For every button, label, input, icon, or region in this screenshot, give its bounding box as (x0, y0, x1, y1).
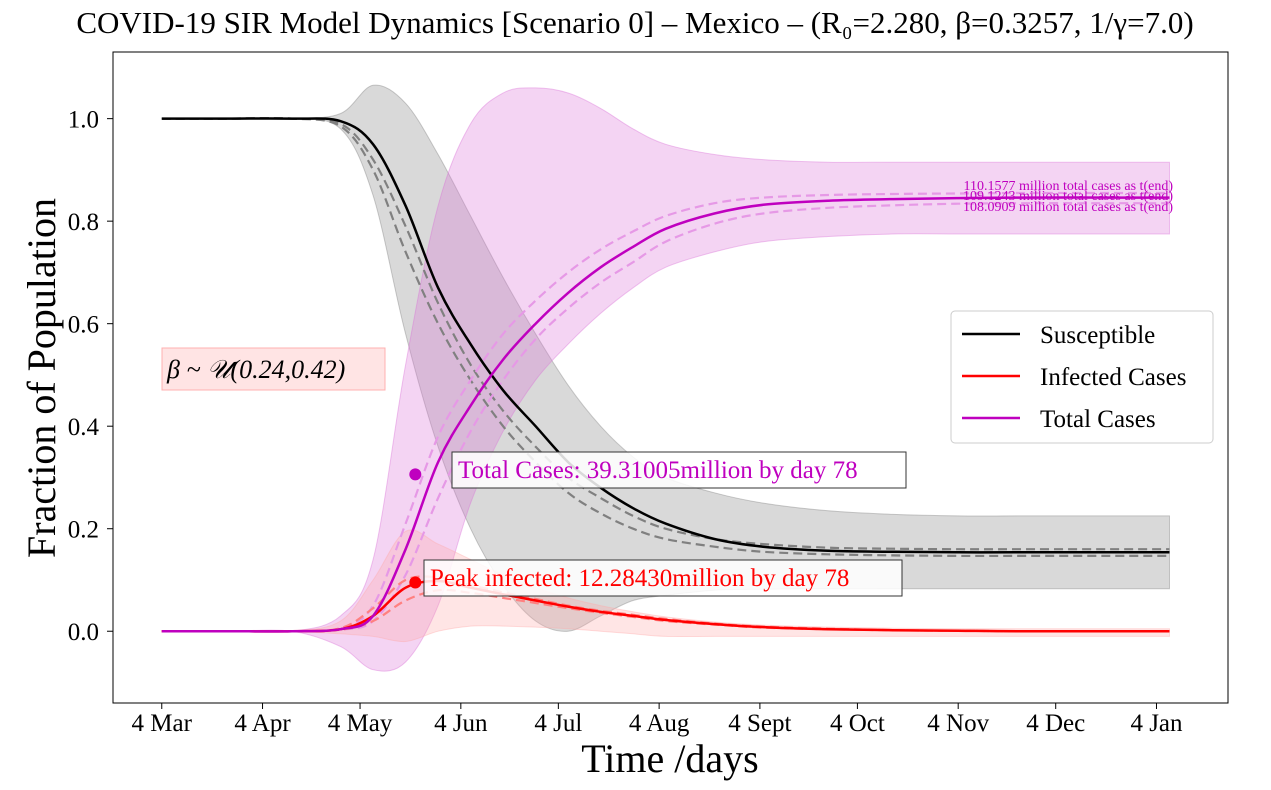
x-tick-label: 4 Mar (132, 710, 193, 737)
y-tick-label: 0.0 (68, 619, 99, 646)
end-annotation-upper: 110.1577 million total cases as t(end) (964, 179, 1174, 194)
y-tick-label: 1.0 (68, 107, 99, 134)
prior-annotation: β ~ 𝒰(0.24,0.42) (161, 347, 386, 391)
end-annotations: 110.1577 million total cases as t(end) 1… (963, 179, 1173, 215)
bound-lower-susceptible (161, 116, 1170, 558)
x-tick-label: 4 Dec (1026, 710, 1085, 737)
marker-infected-cases (409, 576, 422, 589)
legend-label-infected: Infected Cases (1040, 364, 1186, 391)
bound-upper-susceptible (161, 117, 1170, 551)
x-tick-label: 4 Apr (234, 710, 291, 737)
x-tick-label: 4 Oct (830, 710, 885, 737)
marker-total-cases (409, 468, 422, 481)
end-annotation-lower: 108.0909 million total cases as t(end) (963, 200, 1173, 215)
x-tick-label: 4 Nov (927, 710, 989, 737)
total-cases-label-box (451, 451, 907, 489)
peak-infected-label: Peak infected: 12.28430million by day 78 (430, 565, 849, 592)
y-tick-label: 0.6 (68, 312, 99, 339)
x-tick-label: 4 Sept (728, 710, 791, 737)
total-cases-label: Total Cases: 39.31005million by day 78 (458, 457, 858, 484)
x-axis-label: Time /days (581, 736, 758, 781)
series-line-infected-cases (161, 579, 1170, 633)
legend: Susceptible Infected Cases Total Cases (950, 310, 1214, 444)
legend-label-total: Total Cases (1040, 406, 1156, 433)
x-tick-label: 4 Jul (534, 710, 582, 737)
legend-label-susceptible: Susceptible (1040, 322, 1155, 349)
plot-frame (112, 51, 1229, 704)
y-axis: 0.0 0.2 0.4 0.6 0.8 1.0 (68, 107, 113, 646)
prior-annotation-box (161, 347, 386, 391)
plot-area (112, 51, 1229, 704)
x-tick-label: 4 Aug (629, 710, 690, 737)
chart-title: COVID-19 SIR Model Dynamics [Scenario 0]… (76, 5, 1193, 40)
peak-infected-annotation: Peak infected: 12.28430million by day 78 (423, 559, 903, 597)
x-tick-label: 4 Jun (434, 710, 488, 737)
end-annotation-mid: 109.1243 million total cases as t(end) (963, 189, 1173, 204)
prior-annotation-text: β ~ 𝒰(0.24,0.42) (166, 355, 345, 384)
x-axis: 4 Mar 4 Apr 4 May 4 Jun 4 Jul 4 Aug 4 Sept 4 Oc… (132, 703, 1183, 737)
y-tick-label: 0.2 (68, 517, 99, 544)
x-tick-label: 4 May (328, 710, 393, 737)
legend-box (950, 310, 1214, 444)
y-tick-label: 0.4 (68, 414, 100, 441)
y-tick-label: 0.8 (68, 209, 99, 236)
y-axis-label: Fraction of Population (19, 198, 64, 558)
series-line-total-cases (161, 196, 1170, 633)
bound-lower-total-cases (161, 202, 1170, 633)
bound-upper-total-cases (161, 191, 1170, 633)
total-cases-annotation: Total Cases: 39.31005million by day 78 (451, 451, 907, 489)
peak-infected-label-box (423, 559, 903, 597)
point-markers (409, 468, 422, 589)
x-tick-label: 4 Jan (1130, 710, 1183, 737)
